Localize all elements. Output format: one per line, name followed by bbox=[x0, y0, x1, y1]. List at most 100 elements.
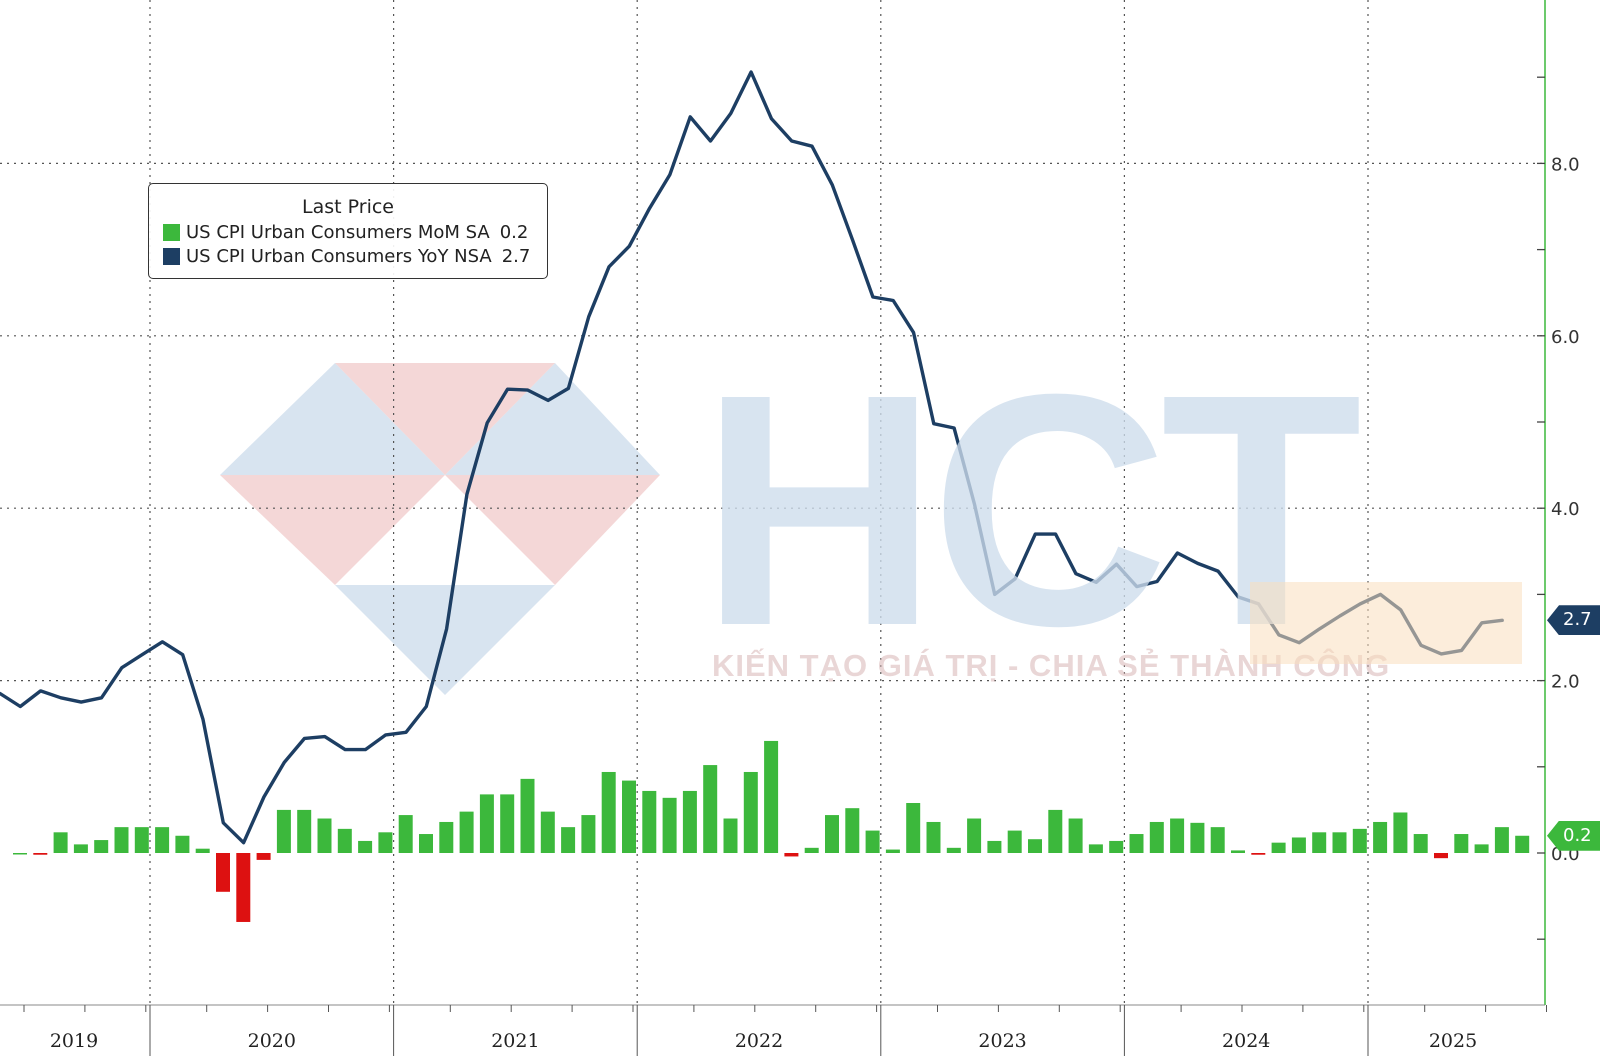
last-value-tag-mom: 0.2 bbox=[1547, 820, 1600, 851]
mom-bar bbox=[1210, 827, 1225, 853]
legend-swatch-mom bbox=[163, 223, 180, 241]
mom-bar bbox=[1434, 853, 1448, 859]
mom-bar bbox=[662, 797, 677, 853]
mom-bar bbox=[723, 818, 738, 853]
mom-bar bbox=[601, 771, 616, 853]
mom-bar bbox=[236, 853, 251, 922]
year-label: 2022 bbox=[735, 1030, 783, 1052]
mom-bar bbox=[926, 821, 941, 853]
mom-bar bbox=[906, 803, 921, 853]
mom-bar bbox=[1515, 835, 1530, 853]
mom-bar bbox=[94, 840, 109, 853]
year-label: 2019 bbox=[50, 1030, 98, 1052]
mom-bar bbox=[337, 828, 352, 853]
mom-bar bbox=[1048, 809, 1063, 853]
mom-bar bbox=[500, 794, 515, 853]
mom-bar bbox=[703, 765, 718, 853]
mom-bar bbox=[865, 830, 880, 853]
legend-swatch-yoy bbox=[163, 247, 180, 265]
mom-bar bbox=[825, 815, 839, 853]
mom-bar bbox=[1271, 842, 1286, 853]
y-tick-label: 4.0 bbox=[1551, 499, 1580, 520]
mom-bar bbox=[175, 835, 190, 853]
mom-bar bbox=[1332, 832, 1347, 853]
mom-bar bbox=[1251, 853, 1266, 855]
legend-item-mom: US CPI Urban Consumers MoM SA 0.2 bbox=[149, 220, 547, 244]
mom-bar bbox=[256, 853, 271, 860]
year-label: 2023 bbox=[978, 1030, 1026, 1052]
mom-bar bbox=[1088, 844, 1103, 853]
year-label: 2025 bbox=[1429, 1030, 1477, 1052]
mom-bar bbox=[946, 847, 961, 853]
mom-bar bbox=[642, 790, 657, 853]
mom-bar bbox=[317, 818, 332, 853]
legend-value-yoy: 2.7 bbox=[501, 245, 531, 267]
legend-name-yoy: US CPI Urban Consumers YoY NSA bbox=[186, 245, 492, 267]
mom-bar bbox=[622, 780, 636, 853]
mom-bar bbox=[885, 849, 900, 853]
mom-bar bbox=[987, 840, 1002, 853]
mom-bar bbox=[1352, 828, 1367, 853]
y-tick-label: 6.0 bbox=[1551, 327, 1580, 348]
mom-bar bbox=[743, 771, 758, 853]
mom-bar bbox=[73, 844, 88, 853]
mom-bar bbox=[1109, 840, 1124, 853]
watermark-logo-mark bbox=[220, 363, 660, 695]
legend: Last Price US CPI Urban Consumers MoM SA… bbox=[148, 183, 548, 279]
mom-bar bbox=[1129, 834, 1144, 853]
mom-bar bbox=[276, 809, 291, 853]
last-value-tag-yoy: 2.7 bbox=[1547, 605, 1600, 636]
mom-bar bbox=[439, 821, 454, 853]
mom-bar bbox=[967, 818, 982, 853]
mom-bar bbox=[561, 827, 576, 853]
mom-bar bbox=[33, 853, 48, 855]
y-tick-label: 2.0 bbox=[1551, 672, 1580, 693]
mom-bar bbox=[764, 740, 779, 853]
mom-bar bbox=[398, 815, 413, 853]
recent-range-highlight bbox=[1250, 582, 1522, 664]
mom-bar bbox=[1170, 818, 1185, 853]
mom-bar bbox=[1474, 844, 1489, 853]
mom-bar bbox=[1068, 818, 1083, 853]
legend-name-mom: US CPI Urban Consumers MoM SA bbox=[186, 221, 490, 243]
mom-bar bbox=[1494, 827, 1509, 853]
year-label: 2020 bbox=[248, 1030, 296, 1052]
mom-bar bbox=[1007, 830, 1022, 853]
y-tick-label: 8.0 bbox=[1551, 154, 1580, 175]
mom-bar bbox=[114, 827, 129, 853]
mom-bar bbox=[845, 808, 860, 853]
mom-bar bbox=[1393, 812, 1408, 853]
mom-bar bbox=[784, 853, 799, 857]
mom-bar bbox=[1312, 832, 1327, 853]
year-label: 2024 bbox=[1222, 1030, 1270, 1052]
mom-bar bbox=[1373, 821, 1388, 853]
mom-bar bbox=[419, 834, 433, 853]
mom-bar bbox=[1028, 839, 1042, 853]
mom-bar bbox=[1454, 834, 1469, 853]
mom-bar bbox=[581, 815, 596, 853]
mom-bar bbox=[540, 811, 555, 853]
mom-bar bbox=[520, 778, 535, 853]
mom-bar bbox=[1149, 821, 1164, 853]
mom-bar bbox=[682, 790, 697, 853]
mom-bar bbox=[378, 832, 393, 853]
legend-value-mom: 0.2 bbox=[499, 221, 529, 243]
mom-bar bbox=[459, 811, 474, 853]
mom-bar bbox=[1190, 822, 1205, 853]
mom-bars bbox=[13, 740, 1530, 922]
mom-bar bbox=[358, 840, 373, 853]
mom-bar bbox=[1413, 834, 1428, 853]
mom-bar bbox=[1231, 850, 1245, 853]
mom-bar bbox=[53, 832, 68, 853]
mom-bar bbox=[13, 853, 27, 855]
legend-item-yoy: US CPI Urban Consumers YoY NSA 2.7 bbox=[149, 244, 547, 268]
mom-bar bbox=[195, 848, 210, 853]
mom-bar bbox=[216, 853, 230, 892]
legend-title: Last Price bbox=[302, 196, 394, 218]
year-label: 2021 bbox=[491, 1030, 539, 1052]
mom-bar bbox=[297, 809, 312, 853]
mom-bar bbox=[155, 827, 170, 853]
mom-bar bbox=[1291, 837, 1306, 853]
mom-bar bbox=[479, 794, 494, 853]
